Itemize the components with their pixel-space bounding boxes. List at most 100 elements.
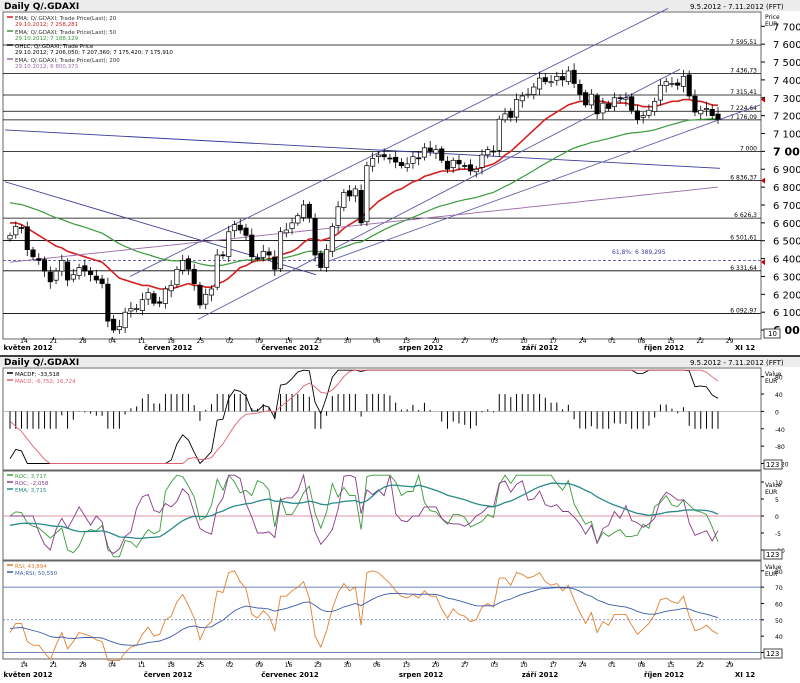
level-label: 7 176,09: [730, 114, 757, 121]
rsi-tick-label: 50: [775, 618, 783, 625]
roc-scale-box[interactable]: [763, 549, 783, 560]
top-panel-title: Daily Q/.GDAXI: [4, 2, 79, 12]
x-month-label: červen 2012: [144, 671, 193, 679]
x-tick-label: 02: [226, 662, 234, 669]
candle-body: [249, 234, 255, 258]
rsi-tick-label: 60: [775, 601, 783, 608]
candle-body: [203, 293, 209, 305]
candle-body: [47, 271, 53, 283]
candle-body: [220, 254, 226, 257]
x-month-label: květen 2012: [4, 671, 53, 679]
candle-body: [243, 227, 249, 236]
macd-header-bar: [0, 357, 800, 367]
candle-body: [254, 257, 261, 260]
rsi-tick-label: 40: [775, 634, 783, 641]
trend-channel-line: [315, 104, 761, 267]
candle-body: [525, 93, 531, 96]
price-unit-label: Price: [765, 14, 780, 21]
x-tick-label: 21: [50, 338, 58, 345]
candle-body: [174, 268, 180, 286]
roc-legend-label: ROC; -2,058: [15, 481, 49, 487]
x-month-label: červen 2012: [144, 344, 193, 352]
rsi-scale-box-label: 123: [766, 650, 779, 658]
candle-body: [416, 157, 422, 160]
candle-body: [128, 308, 134, 312]
candle-body: [277, 231, 284, 270]
candle-body: [191, 268, 197, 284]
candle-body: [611, 97, 617, 108]
candle-body: [231, 224, 238, 232]
macd-panel-title: Daily Q/.GDAXI: [4, 358, 79, 368]
price-scale-box[interactable]: [763, 328, 781, 339]
candle-body: [318, 253, 324, 268]
macd-scale-box[interactable]: [763, 459, 783, 470]
legend-value: 29.10.2012; 6 800,373: [15, 64, 79, 70]
candle-body: [462, 165, 468, 167]
candle-body: [185, 258, 191, 270]
candle-body: [548, 81, 554, 84]
candle-body: [301, 204, 307, 218]
rsi-legend-label: MA;RSI; 50,550: [15, 571, 58, 577]
x-tick-label: 29: [726, 338, 734, 345]
candle-body: [283, 229, 289, 234]
x-tick-label: 13: [402, 338, 410, 345]
candle-body: [680, 75, 687, 87]
rsi-tick-label: 70: [775, 585, 783, 592]
candle-body: [226, 231, 232, 257]
price-tick-label: 6 800: [773, 183, 800, 194]
x-tick-label: 22: [696, 338, 704, 345]
candle-body: [18, 227, 25, 229]
price-tick-label: 7 700: [773, 22, 800, 33]
legend-label: EMA; Q/.GDAXI; Trade Price(Last); 200: [15, 58, 120, 64]
candle-body: [583, 92, 589, 106]
candle-body: [444, 160, 451, 170]
candle-body: [663, 81, 669, 86]
candle-body: [151, 293, 157, 304]
level-label: 7 436,73: [730, 67, 757, 74]
fib-level-label: 61,8%: 6 389,295: [612, 249, 666, 256]
candle-body: [508, 111, 514, 118]
x-tick-label: 20: [432, 662, 440, 669]
candle-body: [53, 270, 59, 281]
x-tick-label: 06: [373, 338, 381, 345]
x-tick-label: 18: [167, 338, 175, 345]
x-tick-label: 10: [520, 662, 528, 669]
roc-unit-label: Value: [765, 482, 782, 489]
top-header-bar: [0, 0, 800, 11]
price-plot-frame: [2, 11, 762, 340]
roc-currency-label: EUR: [765, 489, 777, 496]
x-tick-label: 03: [491, 338, 499, 345]
candle-body: [105, 283, 111, 322]
x-month-label: červenec 2012: [261, 344, 319, 352]
level-label: 7 224,64: [730, 105, 757, 112]
x-tick-label: 29: [726, 662, 734, 669]
candle-body: [145, 292, 151, 300]
candle-body: [260, 251, 266, 258]
rsi-ma-line: [9, 587, 719, 646]
rsi-scale-box[interactable]: [763, 648, 783, 659]
candle-body: [675, 82, 681, 86]
x-tick-label: 20: [432, 338, 440, 345]
x-tick-label: 25: [197, 338, 205, 345]
x-tick-label: 28: [79, 338, 87, 345]
candle-body: [162, 288, 168, 304]
level-label: 6 501,61: [730, 234, 757, 241]
candle-body: [560, 76, 566, 81]
x-tick-label: 23: [314, 662, 322, 669]
x-tick-label: 21: [50, 662, 58, 669]
x-tick-label: 11: [138, 338, 146, 345]
macd-currency-label: EUR: [765, 378, 777, 385]
candle-body: [485, 149, 491, 156]
macd-legend-label: MACD; -6,752; 16,724: [15, 379, 76, 385]
macd-plot-frame: [2, 367, 762, 471]
candle-body: [295, 215, 301, 224]
candle-body: [197, 284, 203, 306]
candle-body: [450, 159, 456, 168]
price-tick-label: 7 100: [773, 130, 800, 141]
level-label: 7 595,51: [730, 39, 757, 46]
macd-scale-box-label: 123: [766, 461, 779, 469]
roc-legend-label: EMA; 3,715: [15, 488, 47, 494]
candle-body: [13, 226, 19, 236]
price-marker-icon: [761, 177, 765, 184]
candle-body: [600, 102, 606, 114]
